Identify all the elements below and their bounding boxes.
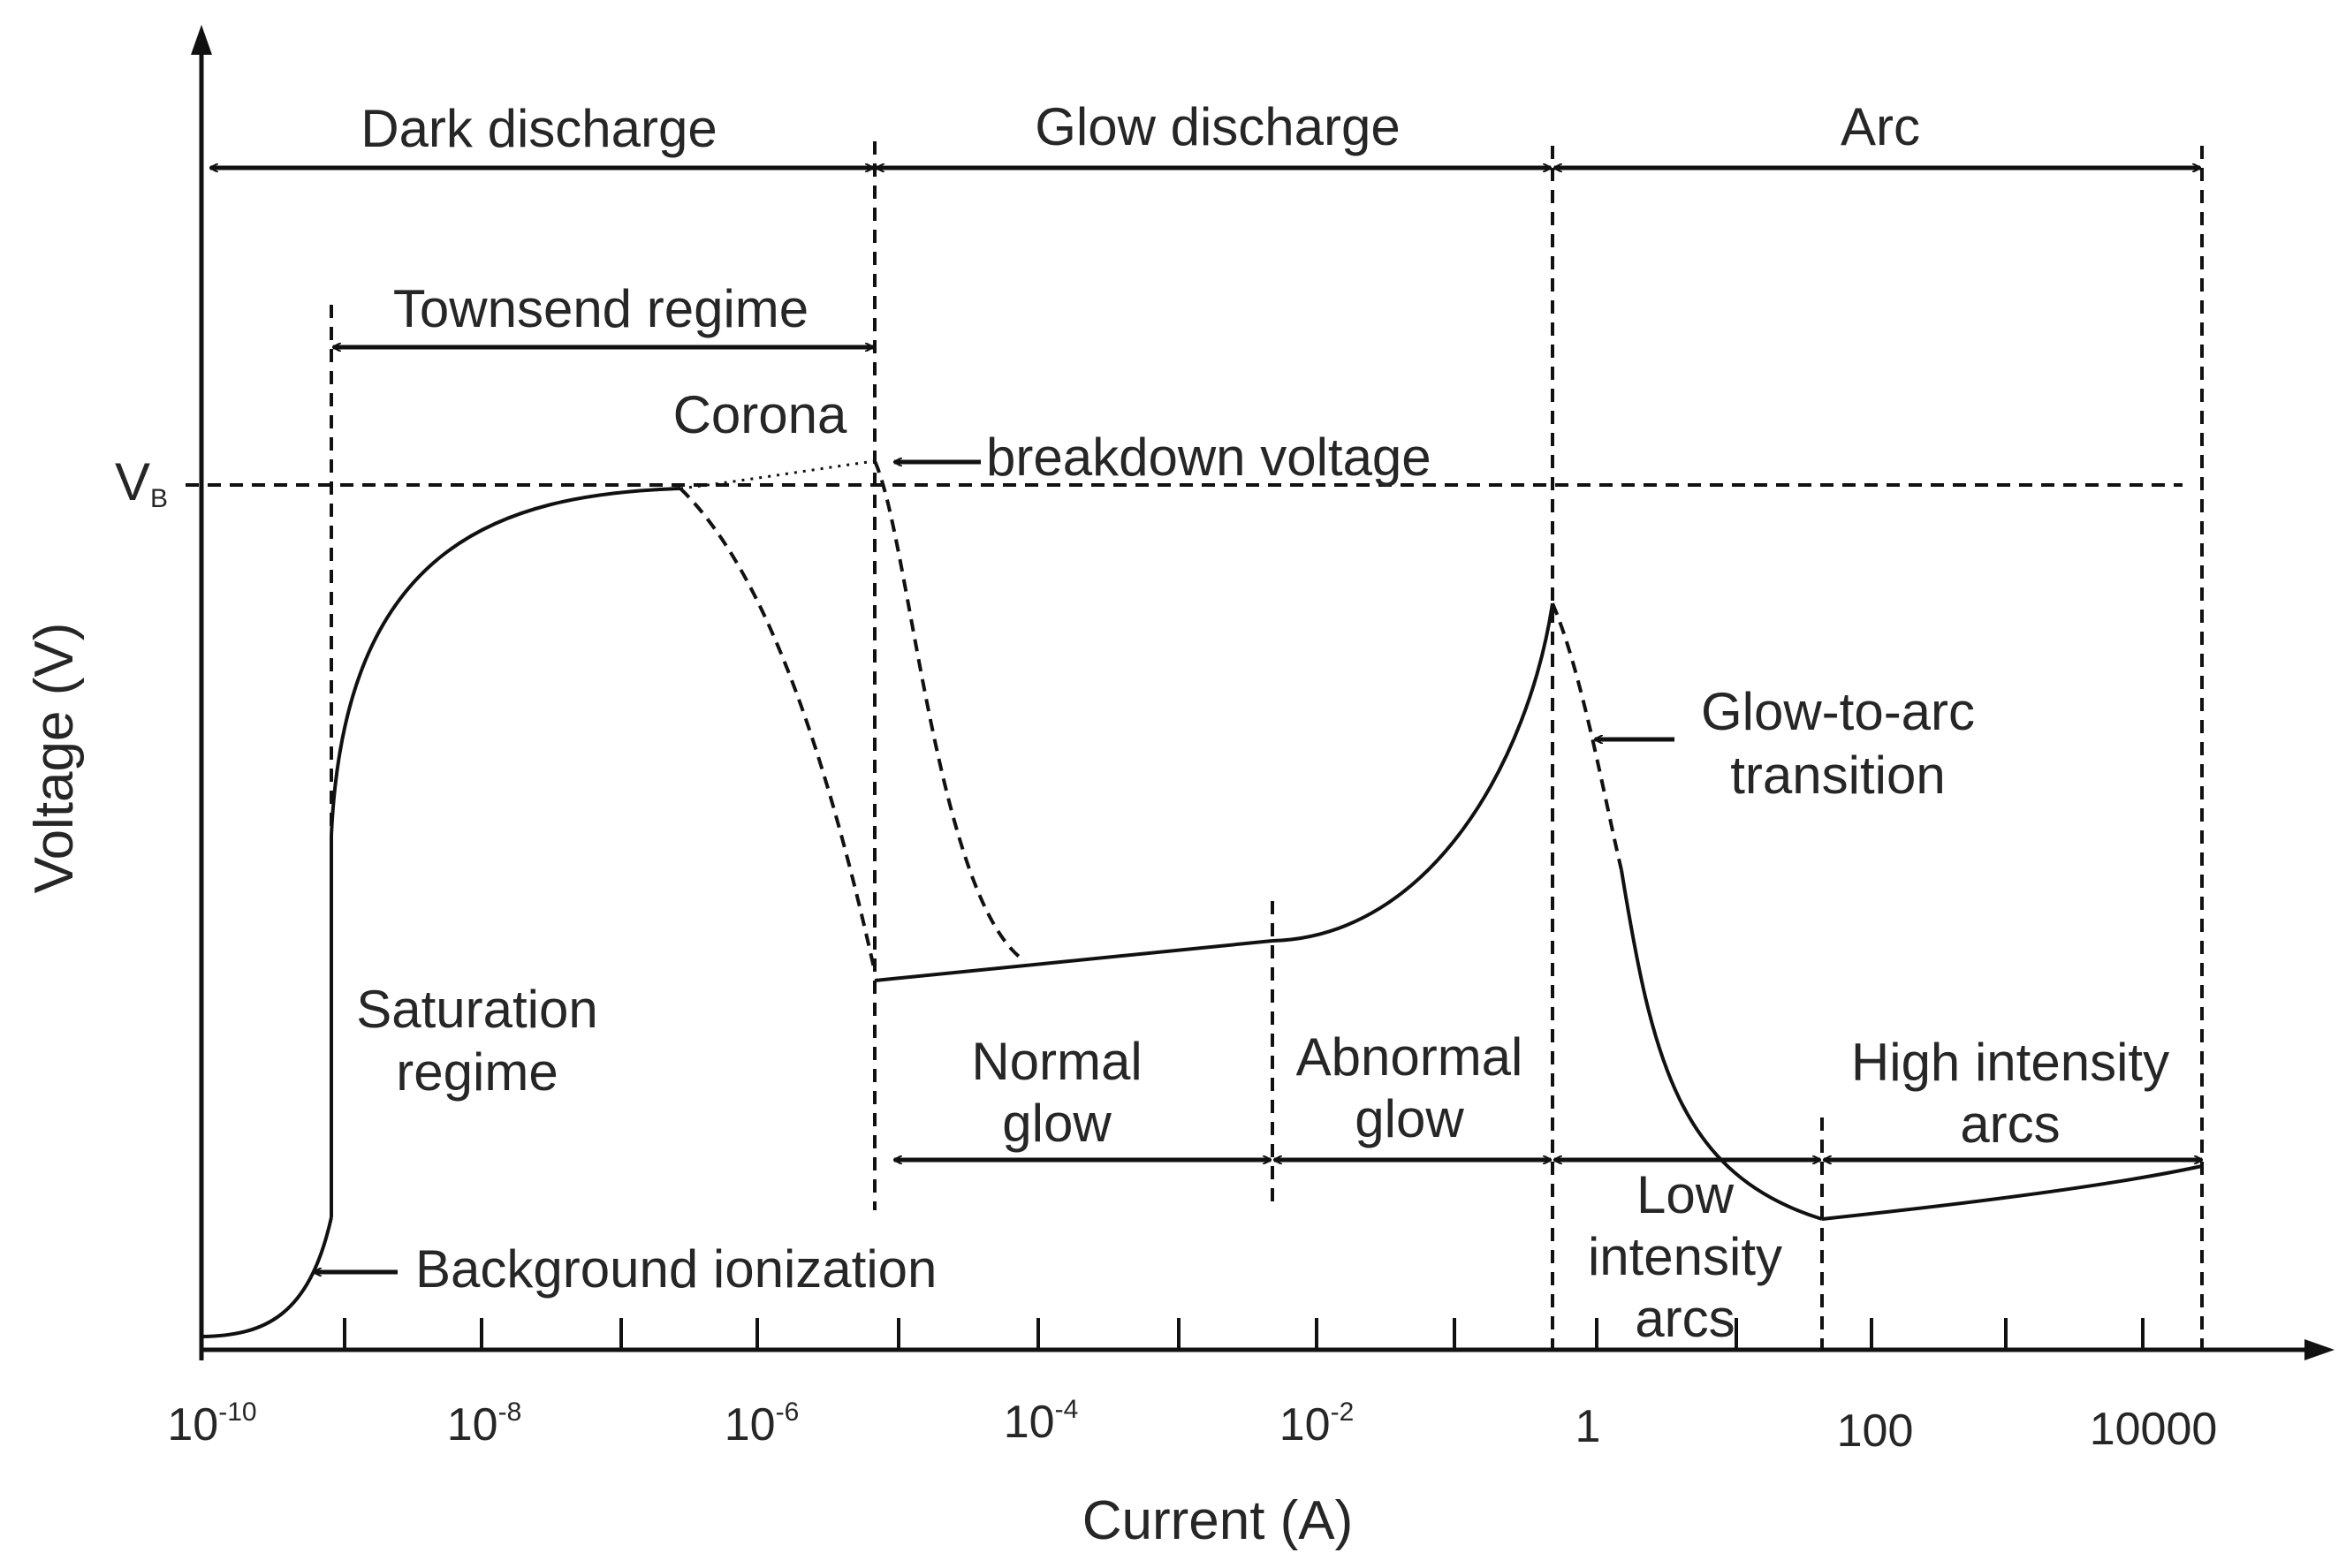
vb-label: VB — [115, 452, 168, 513]
normal-glow-curve — [874, 939, 1273, 982]
y-axis-title: Voltage (V) — [24, 623, 85, 894]
breakdown-drop-curve — [873, 460, 1027, 963]
x-tick-label: 10-6 — [725, 1398, 800, 1451]
x-tick-label: 10-2 — [1279, 1398, 1355, 1451]
low-intensity-arcs-label-2: intensity — [1588, 1227, 1782, 1286]
low-intensity-arc-curve — [1620, 869, 1823, 1221]
corona-label: Corona — [673, 385, 847, 444]
low-intensity-arcs-label-3: arcs — [1635, 1289, 1735, 1348]
saturation-regime-label-2: regime — [396, 1042, 558, 1102]
background-ionization-curve — [201, 1216, 333, 1338]
high-intensity-arcs-label-2: arcs — [1960, 1095, 2060, 1154]
normal-glow-label-1: Normal — [971, 1032, 1142, 1091]
y-axis-arrowhead — [191, 25, 212, 55]
abnormal-glow-curve — [1272, 602, 1554, 943]
high-intensity-arc-curve — [1821, 1164, 2203, 1221]
breakdown-voltage-label: breakdown voltage — [986, 428, 1431, 487]
x-tick-label: 100 — [1837, 1405, 1914, 1457]
high-intensity-arcs-label-1: High intensity — [1851, 1033, 2169, 1092]
townsend-curve — [330, 487, 681, 836]
saturation-regime-label-1: Saturation — [356, 980, 598, 1039]
low-intensity-arcs-label-1: Low — [1636, 1165, 1735, 1224]
dark-to-glow-dashed-curve — [679, 487, 877, 973]
normal-glow-label-2: glow — [1002, 1094, 1112, 1153]
glow-to-arc-label-1: Glow-to-arc — [1701, 682, 1975, 741]
x-tick-label: 10-4 — [1004, 1395, 1079, 1448]
x-axis-arrowhead — [2304, 1339, 2335, 1360]
x-tick-label: 10-8 — [447, 1398, 522, 1451]
dark-discharge-label: Dark discharge — [361, 99, 717, 158]
glow-to-arc-transition-curve — [1551, 602, 1623, 871]
x-axis-ticks — [343, 1318, 2145, 1350]
arc-label: Arc — [1841, 97, 1920, 156]
glow-to-arc-label-2: transition — [1730, 746, 1945, 805]
corona-curve — [680, 459, 876, 490]
glow-discharge-label: Glow discharge — [1035, 97, 1401, 156]
x-tick-label: 1 — [1575, 1401, 1601, 1452]
x-tick-label: 10-10 — [167, 1398, 256, 1451]
x-tick-labels: 10-10 10-8 10-6 10-4 10-2 1 100 10000 — [167, 1395, 2217, 1457]
x-tick-label: 10000 — [2090, 1404, 2218, 1455]
abnormal-glow-label-1: Abnormal — [1296, 1027, 1523, 1087]
background-ionization-label: Background ionization — [415, 1239, 937, 1299]
townsend-regime-label: Townsend regime — [393, 279, 809, 338]
abnormal-glow-label-2: glow — [1355, 1089, 1464, 1148]
x-axis-title: Current (A) — [1082, 1490, 1354, 1551]
